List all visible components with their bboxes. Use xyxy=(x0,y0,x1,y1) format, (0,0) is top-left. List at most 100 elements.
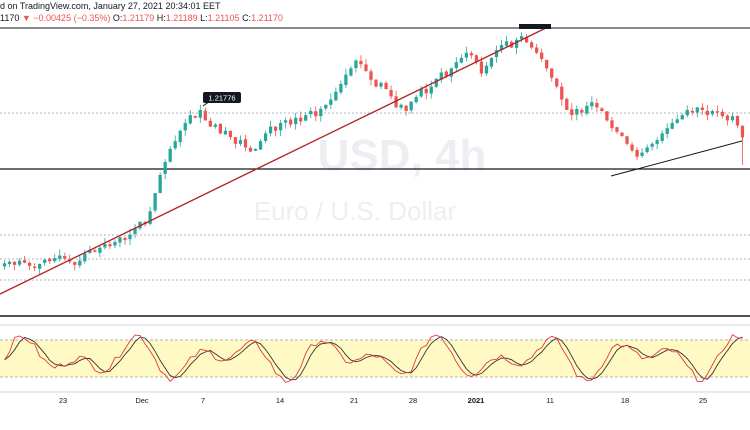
candle-body xyxy=(208,120,212,127)
candle-body xyxy=(163,161,167,174)
candle-body xyxy=(740,125,745,138)
candle-body xyxy=(258,141,263,150)
candle-body xyxy=(655,140,659,144)
candle-body xyxy=(98,247,102,253)
time-axis-label: 14 xyxy=(276,396,284,405)
stochastic-band xyxy=(0,340,750,377)
candle-body xyxy=(183,122,187,131)
candle-body xyxy=(575,108,579,115)
header-price: 1170 xyxy=(0,13,20,23)
header-published: d on TradingView.com, January 27, 2021 2… xyxy=(0,1,221,11)
candle-body xyxy=(459,57,463,63)
candle-body xyxy=(620,132,624,136)
candle-body xyxy=(479,61,484,74)
header-change: ▼ −0.00425 (−0.35%) xyxy=(21,13,111,23)
candle-body xyxy=(33,266,37,268)
candle-body xyxy=(570,109,574,116)
candle-body xyxy=(615,127,619,132)
candle-body xyxy=(720,111,725,117)
time-axis-label: 7 xyxy=(201,396,205,405)
time-axis-label: 2021 xyxy=(468,396,485,405)
candle-body xyxy=(504,41,509,46)
candle-body xyxy=(22,260,27,263)
candle-body xyxy=(7,261,12,265)
candle-body xyxy=(374,79,378,87)
watermark-symbol: USD, 4h xyxy=(318,131,487,180)
candle-body xyxy=(730,116,735,121)
candle-body xyxy=(429,86,433,94)
top-callout-stub xyxy=(519,24,551,29)
candle-body xyxy=(560,86,564,100)
candle-body xyxy=(93,250,97,252)
candle-body xyxy=(610,120,614,129)
price-callout-label: 1.21776 xyxy=(208,94,235,103)
candle-body xyxy=(369,71,373,80)
candle-body xyxy=(304,115,308,121)
candle-body xyxy=(585,105,589,114)
candle-body xyxy=(63,256,67,259)
ohlc-l-label: L: xyxy=(200,13,208,23)
candle-body xyxy=(248,147,253,152)
candle-body xyxy=(665,128,669,134)
short-trendline[interactable] xyxy=(610,140,743,177)
ohlc-h-value: 1.21189 xyxy=(165,13,198,23)
candle-body xyxy=(489,57,494,67)
candle-body xyxy=(43,259,47,263)
candle-body xyxy=(284,120,288,123)
candle-body xyxy=(454,62,458,69)
candle-body xyxy=(349,68,353,76)
candle-body xyxy=(339,83,343,93)
candle-body xyxy=(519,36,524,40)
candle-body xyxy=(685,109,689,116)
time-axis-label: 21 xyxy=(350,396,358,405)
candle-body xyxy=(494,50,499,58)
candle-body xyxy=(524,37,529,43)
candle-body xyxy=(700,107,704,110)
candle-body xyxy=(725,115,730,121)
time-axis-label: 11 xyxy=(546,396,554,405)
candle-body xyxy=(27,262,32,266)
candle-body xyxy=(675,119,679,124)
candle-body xyxy=(58,255,62,259)
candle-body xyxy=(625,136,629,144)
candle-body xyxy=(289,119,293,125)
time-axis-label: 28 xyxy=(409,396,417,405)
candle-body xyxy=(540,52,544,60)
candle-body xyxy=(690,110,694,113)
candle-body xyxy=(158,174,162,193)
candle-body xyxy=(474,55,479,63)
candle-body xyxy=(590,102,594,107)
candle-body xyxy=(449,68,453,77)
candle-body xyxy=(294,117,298,125)
candle-body xyxy=(344,74,348,85)
candle-body xyxy=(148,211,152,224)
candle-body xyxy=(650,143,654,147)
candle-body xyxy=(103,244,107,248)
candle-body xyxy=(645,147,649,153)
candle-body xyxy=(2,263,7,267)
candlestick-series xyxy=(2,32,745,275)
ohlc-h-label: H: xyxy=(156,13,166,23)
candle-body xyxy=(203,110,207,121)
candle-body xyxy=(535,47,539,53)
candle-body xyxy=(188,115,192,124)
candle-body xyxy=(253,148,258,151)
candle-body xyxy=(660,133,664,141)
candle-body xyxy=(153,193,157,211)
candle-body xyxy=(630,144,634,151)
candle-body xyxy=(530,42,534,48)
candle-body xyxy=(218,123,223,134)
ascending-trendline[interactable] xyxy=(0,25,551,295)
ohlc-o-value: 1.21179 xyxy=(122,13,155,23)
candle-body xyxy=(334,91,338,101)
candle-body xyxy=(670,122,674,129)
candle-body xyxy=(555,78,559,87)
candle-body xyxy=(123,238,127,240)
candle-body xyxy=(329,99,333,105)
candle-body xyxy=(268,126,273,134)
candle-body xyxy=(695,107,699,113)
candle-body xyxy=(359,60,363,65)
candle-body xyxy=(299,117,303,122)
candle-body xyxy=(499,44,504,51)
